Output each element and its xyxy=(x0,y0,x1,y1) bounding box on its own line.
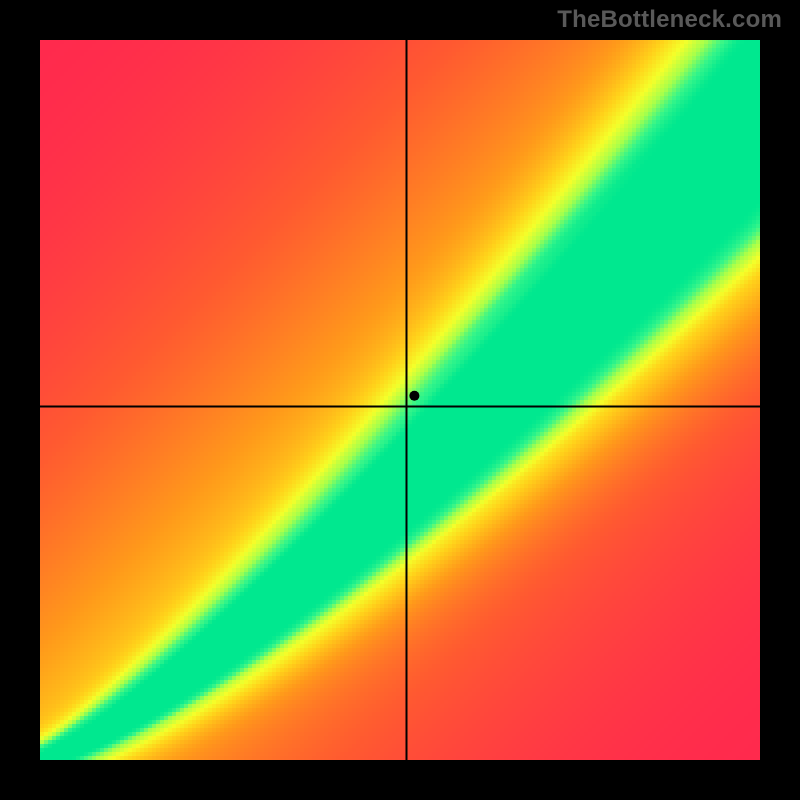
heatmap-canvas xyxy=(40,40,760,760)
watermark-text: TheBottleneck.com xyxy=(557,6,782,34)
figure-container: TheBottleneck.com xyxy=(0,0,800,800)
